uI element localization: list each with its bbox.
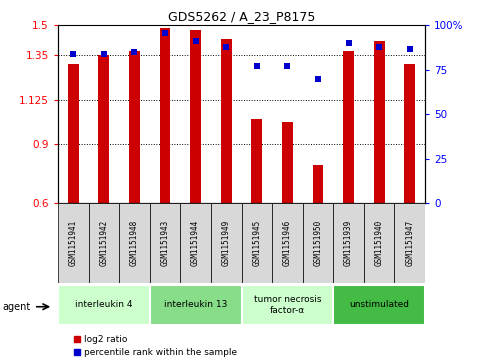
Bar [242, 285, 333, 325]
Bar [282, 122, 293, 203]
Bar [150, 285, 242, 325]
Text: interleukin 13: interleukin 13 [164, 301, 227, 309]
Bar [58, 203, 88, 283]
Bar [313, 165, 323, 203]
Bar [333, 203, 364, 283]
Text: GSM1151941: GSM1151941 [69, 220, 78, 266]
Bar [333, 285, 425, 325]
Bar [404, 64, 415, 203]
Bar [99, 55, 109, 203]
Legend: log2 ratio, percentile rank within the sample: log2 ratio, percentile rank within the s… [70, 331, 241, 361]
Text: GSM1151948: GSM1151948 [130, 220, 139, 266]
Bar [272, 203, 303, 283]
Text: GSM1151944: GSM1151944 [191, 220, 200, 266]
Bar [190, 30, 201, 203]
Bar [211, 203, 242, 283]
Text: GSM1151942: GSM1151942 [99, 220, 108, 266]
Bar [221, 39, 231, 203]
Bar [303, 203, 333, 283]
Bar [119, 203, 150, 283]
Text: agent: agent [2, 302, 30, 312]
Bar [364, 203, 395, 283]
Bar [150, 203, 180, 283]
Text: interleukin 4: interleukin 4 [75, 301, 133, 309]
Bar [129, 51, 140, 203]
Text: GSM1151943: GSM1151943 [160, 220, 170, 266]
Bar [68, 64, 79, 203]
Bar [395, 203, 425, 283]
Bar [88, 203, 119, 283]
Bar [374, 41, 384, 203]
Text: GSM1151940: GSM1151940 [375, 220, 384, 266]
Bar [160, 28, 170, 203]
Bar [242, 203, 272, 283]
Text: tumor necrosis
factor-α: tumor necrosis factor-α [254, 295, 321, 315]
Text: GSM1151950: GSM1151950 [313, 220, 323, 266]
Bar [180, 203, 211, 283]
Bar [252, 119, 262, 203]
Bar [343, 51, 354, 203]
Title: GDS5262 / A_23_P8175: GDS5262 / A_23_P8175 [168, 10, 315, 23]
Text: GSM1151946: GSM1151946 [283, 220, 292, 266]
Bar [58, 285, 150, 325]
Text: unstimulated: unstimulated [349, 301, 409, 309]
Text: GSM1151939: GSM1151939 [344, 220, 353, 266]
Text: GSM1151949: GSM1151949 [222, 220, 231, 266]
Text: GSM1151945: GSM1151945 [252, 220, 261, 266]
Text: GSM1151947: GSM1151947 [405, 220, 414, 266]
